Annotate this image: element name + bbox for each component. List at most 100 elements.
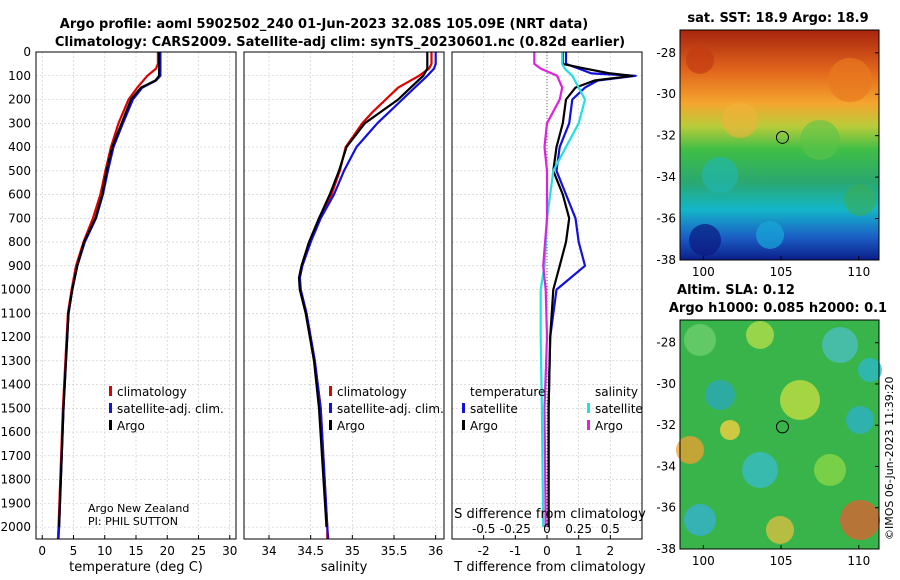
s-tick-label: -0.25 xyxy=(500,522,531,536)
sla-blob xyxy=(822,327,858,363)
sla-blob xyxy=(684,504,716,536)
s-difference-axis-label: S difference from climatology xyxy=(454,507,646,522)
lat-tick-label: -30 xyxy=(656,377,676,391)
depth-tick-label: 900 xyxy=(8,259,31,273)
s-tick-label: 0 xyxy=(543,522,551,536)
depth-tick-label: 800 xyxy=(8,235,31,249)
program-credit: Argo New Zealand xyxy=(88,502,189,515)
legend-label-satellite: satellite-adj. clim. xyxy=(117,402,224,416)
lat-tick-label: -36 xyxy=(656,501,676,515)
sla-blob xyxy=(858,358,882,382)
sla-map-axes: -28 -30 -32 -34 -36 -38 100 105 110 xyxy=(656,336,879,568)
sst-map-title: sat. SST: 18.9 Argo: 18.9 xyxy=(687,11,868,26)
argo-location-marker-sst xyxy=(775,130,789,144)
series-line-climatology xyxy=(298,52,433,539)
legend-label-argo: Argo xyxy=(117,419,145,433)
depth-tick-label: 100 xyxy=(8,69,31,83)
depth-tick-label: 1500 xyxy=(0,401,31,415)
sla-map xyxy=(676,319,882,550)
series-group xyxy=(533,52,637,528)
x-tick-label: 20 xyxy=(160,544,175,558)
x-tick-label: 34 xyxy=(261,544,276,558)
x-tick-label: 34.5 xyxy=(297,544,324,558)
lat-tick-label: -34 xyxy=(656,170,676,184)
legend-header-temperature: temperature xyxy=(470,385,545,399)
lon-tick-label: 100 xyxy=(692,554,715,568)
series-group xyxy=(56,52,162,539)
legend-swatch-t-satellite xyxy=(462,403,465,413)
panel-frame xyxy=(243,51,445,540)
sst-blob xyxy=(722,102,758,138)
salinity-axis-label: salinity xyxy=(321,560,368,575)
lon-tick-label: 110 xyxy=(847,554,870,568)
sst-blob xyxy=(756,221,784,249)
t-difference-axis-label: T difference from climatology xyxy=(453,560,646,575)
sst-frame xyxy=(679,29,880,261)
depth-tick-label: 200 xyxy=(8,93,31,107)
x-tick-label: 15 xyxy=(128,544,143,558)
lat-tick-label: -28 xyxy=(656,46,676,60)
depth-tick-label: 2000 xyxy=(0,520,31,534)
lat-tick-label: -36 xyxy=(656,212,676,226)
series-line-s-argo xyxy=(533,52,564,528)
legend-label-satellite-s: satellite-adj. clim. xyxy=(337,402,444,416)
x-tick-label: 35.5 xyxy=(381,544,408,558)
legend-label-s-argo: Argo xyxy=(595,419,623,433)
sla-blob xyxy=(814,454,846,486)
x-tick-label: 0 xyxy=(543,544,551,558)
sst-blob xyxy=(702,157,738,193)
depth-tick-label: 500 xyxy=(8,164,31,178)
argo-location-marker-sla xyxy=(775,420,789,434)
depth-tick-label: 1700 xyxy=(0,449,31,463)
depth-tick-label: 1400 xyxy=(0,378,31,392)
sst-blob xyxy=(686,46,714,74)
x-tick-label: 0 xyxy=(38,544,46,558)
x-tick-label: 10 xyxy=(97,544,112,558)
series-line-argo xyxy=(58,52,161,528)
sla-blob xyxy=(846,406,874,434)
depth-tick-label: 1000 xyxy=(0,283,31,297)
lat-tick-label: -34 xyxy=(656,459,676,473)
sla-blob xyxy=(840,500,880,540)
pi-credit: PI: PHIL SUTTON xyxy=(88,515,178,528)
lon-tick-label: 105 xyxy=(770,265,793,279)
depth-tick-label: 1900 xyxy=(0,496,31,510)
legend-difference: temperature satellite Argo salinity sate… xyxy=(462,385,643,433)
lat-tick-label: -38 xyxy=(656,253,676,267)
legend-salinity: climatology satellite-adj. clim. Argo xyxy=(329,385,444,433)
lon-tick-label: 105 xyxy=(770,554,793,568)
x-tick-label: 5 xyxy=(70,544,78,558)
sla-blob xyxy=(705,380,735,410)
imos-credit: ©IMOS 06-Jun-2023 11:39:20 xyxy=(883,376,896,540)
lat-tick-label: -32 xyxy=(656,418,676,432)
depth-tick-label: 1600 xyxy=(0,425,31,439)
sla-map-title-line1: Altim. SLA: 0.12 xyxy=(677,283,795,298)
depth-tick-label: 1200 xyxy=(0,330,31,344)
lat-tick-label: -32 xyxy=(656,129,676,143)
legend-swatch-satellite xyxy=(109,403,112,413)
legend-swatch-argo-s xyxy=(329,420,332,430)
depth-tick-label: 300 xyxy=(8,116,31,130)
legend-swatch-argo xyxy=(109,420,112,430)
legend-swatch-climatology xyxy=(109,386,112,396)
sla-blob xyxy=(746,321,774,349)
series-line-satellite-adj-clim- xyxy=(298,52,437,539)
x-tick-label: -2 xyxy=(478,544,490,558)
series-line-s-satellite xyxy=(539,52,587,528)
main-title-line2: Climatology: CARS2009. Satellite-adj cli… xyxy=(55,35,625,50)
x-tick-label: 30 xyxy=(222,544,237,558)
x-tick-label: 36 xyxy=(428,544,443,558)
legend-swatch-t-argo xyxy=(462,420,465,430)
legend-swatch-s-satellite xyxy=(587,403,590,413)
depth-tick-label: 700 xyxy=(8,211,31,225)
x-tick-label: 2 xyxy=(607,544,615,558)
sst-blob xyxy=(800,120,840,160)
legend-swatch-satellite-s xyxy=(329,403,332,413)
series-line-t-argo xyxy=(547,52,634,528)
depth-tick-label: 1800 xyxy=(0,473,31,487)
legend-swatch-s-argo xyxy=(587,420,590,430)
series-line-argo xyxy=(297,52,429,528)
salinity-panel: 34 34.5 35 35.5 36 xyxy=(243,51,445,558)
